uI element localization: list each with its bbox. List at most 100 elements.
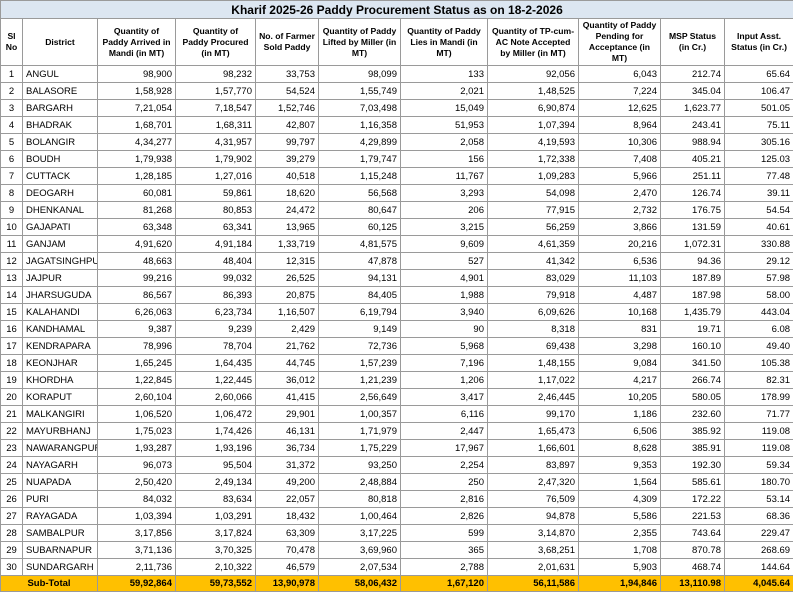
cell-value: 6,19,794 <box>319 304 401 321</box>
cell-value: 18,620 <box>256 185 319 202</box>
cell-value: 105.38 <box>725 355 793 372</box>
cell-value: 4,487 <box>579 287 661 304</box>
cell-value: 126.74 <box>661 185 725 202</box>
serial-number: 10 <box>1 219 23 236</box>
cell-value: 743.64 <box>661 525 725 542</box>
cell-value: 3,68,251 <box>488 542 579 559</box>
district-name: SUNDARGARH <box>23 559 98 576</box>
cell-value: 4,19,593 <box>488 134 579 151</box>
cell-value: 2,56,649 <box>319 389 401 406</box>
cell-value: 72,736 <box>319 338 401 355</box>
cell-value: 7,21,054 <box>98 100 176 117</box>
serial-number: 30 <box>1 559 23 576</box>
cell-value: 40,518 <box>256 168 319 185</box>
district-name: JAGATSINGHPUR <box>23 253 98 270</box>
cell-value: 212.74 <box>661 66 725 83</box>
cell-value: 49.40 <box>725 338 793 355</box>
serial-number: 20 <box>1 389 23 406</box>
cell-value: 2,49,134 <box>176 474 256 491</box>
cell-value: 1,71,979 <box>319 423 401 440</box>
cell-value: 250 <box>401 474 488 491</box>
cell-value: 7,03,498 <box>319 100 401 117</box>
serial-number: 26 <box>1 491 23 508</box>
cell-value: 12,315 <box>256 253 319 270</box>
cell-value: 6,536 <box>579 253 661 270</box>
cell-value: 1,15,248 <box>319 168 401 185</box>
cell-value: 4,91,620 <box>98 236 176 253</box>
cell-value: 1,79,938 <box>98 151 176 168</box>
cell-value: 83,897 <box>488 457 579 474</box>
cell-value: 3,70,325 <box>176 542 256 559</box>
cell-value: 180.70 <box>725 474 793 491</box>
cell-value: 83,634 <box>176 491 256 508</box>
cell-value: 2,355 <box>579 525 661 542</box>
cell-value: 2,816 <box>401 491 488 508</box>
serial-number: 28 <box>1 525 23 542</box>
cell-value: 232.60 <box>661 406 725 423</box>
cell-value: 2,429 <box>256 321 319 338</box>
cell-value: 92,056 <box>488 66 579 83</box>
cell-value: 11,767 <box>401 168 488 185</box>
cell-value: 44,745 <box>256 355 319 372</box>
cell-value: 2,07,534 <box>319 559 401 576</box>
district-name: RAYAGADA <box>23 508 98 525</box>
cell-value: 2,732 <box>579 202 661 219</box>
cell-value: 1,09,283 <box>488 168 579 185</box>
district-name: BALASORE <box>23 83 98 100</box>
cell-value: 17,967 <box>401 440 488 457</box>
cell-value: 75.11 <box>725 117 793 134</box>
cell-value: 9,353 <box>579 457 661 474</box>
cell-value: 1,65,245 <box>98 355 176 372</box>
cell-value: 8,964 <box>579 117 661 134</box>
serial-number: 6 <box>1 151 23 168</box>
cell-value: 2,50,420 <box>98 474 176 491</box>
cell-value: 26,525 <box>256 270 319 287</box>
district-name: GANJAM <box>23 236 98 253</box>
cell-value: 54,524 <box>256 83 319 100</box>
subtotal-value: 1,67,120 <box>401 576 488 592</box>
cell-value: 1,66,601 <box>488 440 579 457</box>
cell-value: 3,17,225 <box>319 525 401 542</box>
cell-value: 2,47,320 <box>488 474 579 491</box>
cell-value: 243.41 <box>661 117 725 134</box>
subtotal-value: 59,92,864 <box>98 576 176 592</box>
column-header: Input Asst. Status (in Cr.) <box>725 19 793 66</box>
cell-value: 178.99 <box>725 389 793 406</box>
cell-value: 468.74 <box>661 559 725 576</box>
cell-value: 3,293 <box>401 185 488 202</box>
cell-value: 988.94 <box>661 134 725 151</box>
cell-value: 54.54 <box>725 202 793 219</box>
cell-value: 65.64 <box>725 66 793 83</box>
cell-value: 80,853 <box>176 202 256 219</box>
cell-value: 1,28,185 <box>98 168 176 185</box>
cell-value: 94,131 <box>319 270 401 287</box>
cell-value: 59.34 <box>725 457 793 474</box>
cell-value: 2,470 <box>579 185 661 202</box>
cell-value: 5,903 <box>579 559 661 576</box>
cell-value: 86,567 <box>98 287 176 304</box>
cell-value: 443.04 <box>725 304 793 321</box>
cell-value: 7,408 <box>579 151 661 168</box>
district-name: JHARSUGUDA <box>23 287 98 304</box>
cell-value: 1,07,394 <box>488 117 579 134</box>
cell-value: 1,74,426 <box>176 423 256 440</box>
cell-value: 1,00,464 <box>319 508 401 525</box>
cell-value: 1,52,746 <box>256 100 319 117</box>
cell-value: 385.92 <box>661 423 725 440</box>
cell-value: 47,878 <box>319 253 401 270</box>
cell-value: 1,93,196 <box>176 440 256 457</box>
cell-value: 60,081 <box>98 185 176 202</box>
cell-value: 69,438 <box>488 338 579 355</box>
cell-value: 1,16,358 <box>319 117 401 134</box>
data-row: 12JAGATSINGHPUR48,66348,40412,31547,8785… <box>1 253 793 270</box>
cell-value: 80,647 <box>319 202 401 219</box>
cell-value: 2,447 <box>401 423 488 440</box>
district-name: ANGUL <box>23 66 98 83</box>
table-title: Kharif 2025-26 Paddy Procurement Status … <box>1 1 793 19</box>
cell-value: 99,797 <box>256 134 319 151</box>
title-row: Kharif 2025-26 Paddy Procurement Status … <box>1 1 793 19</box>
